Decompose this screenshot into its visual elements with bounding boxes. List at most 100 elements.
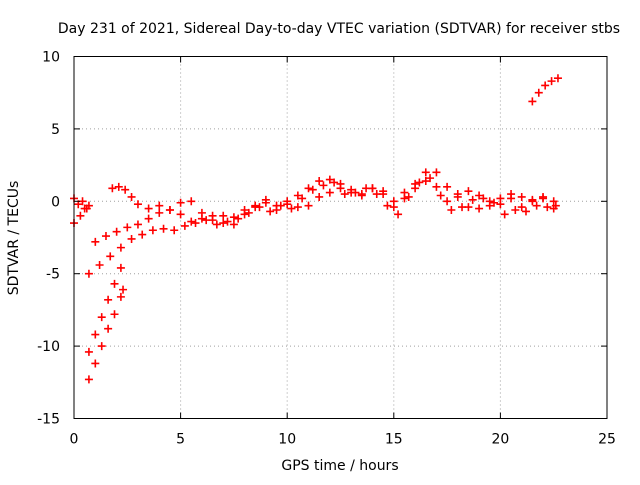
y-tick-label: 5	[51, 122, 60, 138]
data-point	[116, 263, 125, 272]
data-point	[110, 310, 119, 319]
data-point	[240, 210, 249, 219]
plot-frame	[73, 56, 608, 419]
data-point	[325, 175, 334, 184]
data-point	[479, 194, 488, 203]
data-point	[443, 197, 452, 206]
data-point	[383, 201, 392, 210]
data-point	[500, 210, 509, 219]
data-point	[539, 194, 548, 203]
data-point	[411, 184, 420, 193]
data-point	[319, 181, 328, 190]
data-point	[97, 342, 106, 351]
data-point	[468, 195, 477, 204]
data-point	[234, 214, 243, 223]
data-point	[432, 182, 441, 191]
data-point	[187, 197, 196, 206]
data-point	[212, 220, 221, 229]
series-track-7	[108, 168, 558, 229]
data-layer	[70, 74, 562, 384]
x-tick-label: 5	[176, 432, 185, 448]
data-point	[76, 211, 85, 220]
data-point	[116, 243, 125, 252]
data-point	[272, 201, 281, 210]
data-point	[549, 204, 558, 213]
data-point	[219, 219, 228, 228]
data-point	[155, 201, 164, 210]
x-tick-label: 25	[598, 432, 616, 448]
data-point	[453, 192, 462, 201]
series-track-5	[84, 174, 560, 278]
data-point	[91, 359, 100, 368]
data-point	[197, 208, 206, 217]
data-point	[521, 207, 530, 216]
y-tick-label: -10	[37, 339, 60, 355]
y-tick-label: 0	[51, 194, 60, 210]
y-axis-label: SDTVAR / TECUs	[6, 181, 22, 296]
data-point	[219, 211, 228, 220]
data-point	[187, 217, 196, 226]
data-point	[148, 226, 157, 235]
data-point	[91, 330, 100, 339]
series-track-4	[84, 285, 128, 384]
data-point	[106, 252, 115, 261]
data-point	[511, 205, 520, 214]
data-point	[379, 190, 388, 199]
data-point	[144, 204, 153, 213]
data-point	[347, 185, 356, 194]
data-point	[287, 204, 296, 213]
data-point	[308, 185, 317, 194]
y-tick-label: -5	[46, 267, 60, 283]
data-point	[229, 213, 238, 222]
data-point	[84, 347, 93, 356]
data-point	[133, 200, 142, 209]
chart-title: Day 231 of 2021, Sidereal Day-to-day VTE…	[58, 21, 620, 37]
data-point	[165, 205, 174, 214]
data-point	[415, 178, 424, 187]
grid-layer	[74, 56, 607, 419]
data-point	[464, 187, 473, 196]
data-point	[138, 230, 147, 239]
data-point	[528, 97, 537, 106]
series-track-3	[84, 263, 125, 356]
data-point	[244, 208, 253, 217]
data-point	[543, 203, 552, 212]
data-point	[549, 197, 558, 206]
data-point	[97, 313, 106, 322]
data-point	[104, 295, 113, 304]
data-point	[127, 192, 136, 201]
data-point	[496, 194, 505, 203]
data-point	[114, 182, 123, 191]
data-point	[170, 226, 179, 235]
series-track-8	[528, 74, 562, 106]
data-point	[336, 184, 345, 193]
data-point	[400, 194, 409, 203]
data-point	[84, 269, 93, 278]
data-point	[528, 197, 537, 206]
data-point	[159, 224, 168, 233]
data-point	[133, 220, 142, 229]
data-point	[330, 178, 339, 187]
data-point	[490, 198, 499, 207]
data-point	[208, 216, 217, 225]
x-tick-label: 20	[491, 432, 509, 448]
data-point	[553, 74, 562, 83]
x-tick-label: 15	[385, 432, 403, 448]
data-point	[266, 207, 275, 216]
data-point	[110, 279, 119, 288]
data-point	[121, 185, 130, 194]
x-axis-label: GPS time / hours	[281, 458, 398, 474]
data-point	[298, 194, 307, 203]
series-track-6	[91, 168, 558, 246]
data-point	[432, 168, 441, 177]
data-point	[368, 184, 377, 193]
data-point	[357, 191, 366, 200]
tick-layer: 0 5 10 15 20 25 -15 -10 -5 0 5 10	[37, 50, 616, 448]
data-point	[116, 292, 125, 301]
data-point	[112, 227, 121, 236]
y-tick-label: -15	[37, 412, 60, 428]
series-track-1	[70, 201, 93, 228]
data-point	[517, 203, 526, 212]
data-point	[464, 203, 473, 212]
